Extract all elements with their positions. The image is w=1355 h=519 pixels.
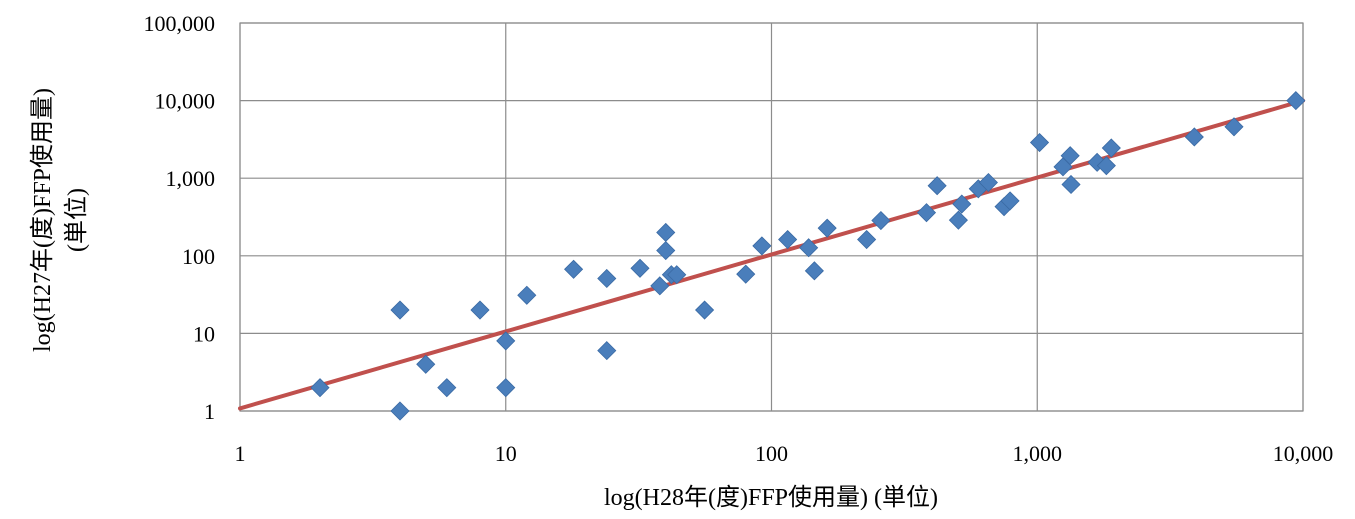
data-point-18 bbox=[695, 300, 715, 320]
y-axis-title-line-2: (単位) bbox=[63, 188, 90, 252]
data-point-1 bbox=[390, 300, 410, 320]
data-point-3 bbox=[416, 354, 436, 374]
data-point-35 bbox=[1029, 132, 1050, 153]
data-point-32 bbox=[978, 172, 998, 193]
y-axis-title-line-1: log(H27年(度)FFP使用量) bbox=[29, 88, 56, 352]
data-point-22 bbox=[799, 238, 819, 258]
data-point-8 bbox=[517, 285, 537, 305]
data-point-24 bbox=[817, 218, 837, 238]
y-tick-label-5: 100,000 bbox=[144, 11, 216, 36]
data-point-19 bbox=[736, 264, 756, 284]
trendline bbox=[238, 98, 1305, 411]
data-points bbox=[310, 91, 1306, 421]
x-tick-label-4: 10,000 bbox=[1273, 441, 1334, 466]
data-point-2 bbox=[390, 401, 410, 421]
x-tick-label-2: 100 bbox=[755, 441, 788, 466]
x-tick-label-3: 1,000 bbox=[1013, 441, 1063, 466]
data-point-42 bbox=[1184, 127, 1204, 147]
data-point-41 bbox=[1101, 138, 1121, 158]
data-point-20 bbox=[752, 236, 772, 256]
data-point-12 bbox=[630, 258, 650, 278]
data-point-37 bbox=[1060, 146, 1080, 166]
data-point-15 bbox=[656, 240, 676, 261]
y-tick-label-4: 10,000 bbox=[155, 89, 216, 114]
data-point-9 bbox=[564, 259, 584, 279]
data-point-40 bbox=[1096, 156, 1116, 176]
data-point-10 bbox=[597, 268, 617, 289]
data-point-7 bbox=[496, 378, 516, 398]
data-point-0 bbox=[310, 378, 330, 398]
x-tick-label-0: 1 bbox=[235, 441, 246, 466]
data-point-43 bbox=[1224, 117, 1244, 137]
x-axis-title: log(H28年(度)FFP使用量) (単位) bbox=[604, 484, 938, 511]
data-point-26 bbox=[871, 210, 891, 231]
data-point-44 bbox=[1286, 91, 1306, 111]
data-point-6 bbox=[496, 331, 516, 351]
data-point-11 bbox=[597, 341, 617, 361]
y-tick-label-1: 10 bbox=[193, 321, 215, 346]
data-point-30 bbox=[952, 194, 972, 214]
y-tick-label-2: 100 bbox=[182, 244, 215, 269]
data-point-27 bbox=[916, 203, 937, 223]
y-tick-label-0: 1 bbox=[204, 399, 215, 424]
data-point-34 bbox=[1000, 191, 1020, 211]
plot-area bbox=[239, 22, 1304, 412]
x-axis-tick-labels: 1 10 100 1,000 10,000 bbox=[235, 441, 1334, 466]
data-point-29 bbox=[948, 210, 968, 230]
data-point-38 bbox=[1061, 174, 1081, 195]
data-point-14 bbox=[656, 222, 676, 243]
data-point-4 bbox=[437, 378, 457, 398]
data-point-5 bbox=[470, 300, 490, 320]
data-point-17 bbox=[667, 265, 687, 285]
y-axis-tick-labels: 1 10 100 1,000 10,000 100,000 bbox=[144, 11, 216, 424]
data-point-23 bbox=[804, 261, 824, 281]
data-point-21 bbox=[778, 229, 798, 250]
y-tick-label-3: 1,000 bbox=[166, 166, 216, 191]
data-point-25 bbox=[857, 229, 877, 250]
data-point-28 bbox=[927, 176, 947, 196]
gridlines bbox=[239, 22, 1304, 412]
x-tick-label-1: 10 bbox=[495, 441, 517, 466]
data-point-13 bbox=[650, 276, 670, 296]
